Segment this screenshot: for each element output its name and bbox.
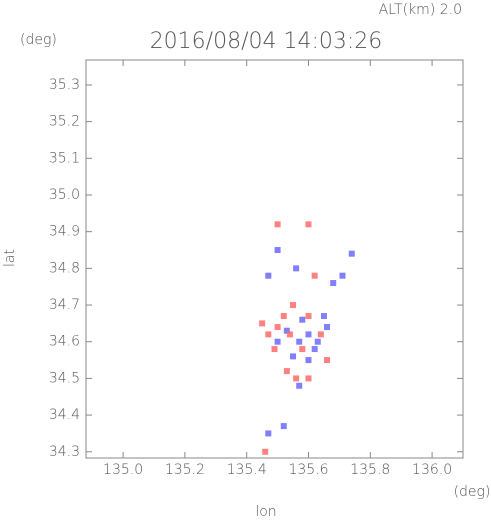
y-tick-label: 34.4 bbox=[49, 407, 80, 423]
data-point bbox=[296, 382, 303, 389]
data-point bbox=[296, 338, 303, 345]
data-point bbox=[290, 302, 297, 309]
data-point bbox=[283, 327, 290, 334]
data-point bbox=[299, 316, 306, 323]
y-tick-label: 34.9 bbox=[49, 224, 80, 240]
data-point bbox=[348, 250, 355, 257]
y-tick-label: 34.3 bbox=[49, 444, 80, 460]
data-point bbox=[274, 324, 281, 331]
data-point bbox=[324, 324, 331, 331]
data-point bbox=[330, 280, 337, 287]
data-point bbox=[283, 368, 290, 375]
x-tick-label: 136.0 bbox=[412, 462, 452, 478]
x-tick-label: 135.6 bbox=[288, 462, 328, 478]
data-point bbox=[299, 346, 306, 353]
data-point bbox=[286, 331, 293, 338]
x-axis-label: lon bbox=[255, 504, 276, 520]
data-point bbox=[271, 346, 278, 353]
y-axis-label: lat bbox=[2, 249, 18, 267]
data-point bbox=[280, 313, 287, 320]
data-point bbox=[320, 313, 327, 320]
y-tick-label: 34.8 bbox=[49, 260, 80, 276]
data-point bbox=[274, 247, 281, 254]
y-unit: (deg) bbox=[20, 32, 57, 48]
data-point bbox=[305, 331, 312, 338]
data-point bbox=[311, 272, 318, 279]
y-tick-label: 35.2 bbox=[49, 114, 80, 130]
data-point bbox=[305, 221, 312, 228]
data-point bbox=[265, 272, 272, 279]
data-point bbox=[274, 338, 281, 345]
data-point bbox=[317, 331, 324, 338]
data-point bbox=[265, 331, 272, 338]
data-point bbox=[305, 357, 312, 364]
data-point bbox=[290, 353, 297, 360]
data-point bbox=[259, 320, 266, 327]
y-tick-label: 34.6 bbox=[49, 334, 80, 350]
x-unit: (deg) bbox=[454, 484, 491, 500]
data-point bbox=[324, 357, 331, 364]
data-point bbox=[262, 448, 269, 455]
y-tick-label: 35.1 bbox=[49, 150, 80, 166]
x-tick-label: 135.8 bbox=[350, 462, 390, 478]
y-tick-label: 35.3 bbox=[49, 77, 80, 93]
plot-frame bbox=[85, 59, 464, 459]
x-tick-label: 135.0 bbox=[103, 462, 143, 478]
y-tick-label: 35.0 bbox=[49, 187, 80, 203]
x-tick-label: 135.4 bbox=[227, 462, 267, 478]
data-point bbox=[293, 265, 300, 272]
altitude-label: ALT(km) 2.0 bbox=[379, 2, 462, 18]
data-point bbox=[274, 221, 281, 228]
x-tick-label: 135.2 bbox=[165, 462, 205, 478]
data-point bbox=[314, 338, 321, 345]
data-point bbox=[305, 313, 312, 320]
data-point bbox=[339, 272, 346, 279]
data-point bbox=[265, 430, 272, 437]
chart-title: 2016/08/04 14:03:26 bbox=[150, 29, 383, 54]
data-point bbox=[305, 375, 312, 382]
y-tick-label: 34.7 bbox=[49, 297, 80, 313]
y-tick-label: 34.5 bbox=[49, 370, 80, 386]
data-point bbox=[280, 423, 287, 430]
data-point bbox=[311, 346, 318, 353]
data-point bbox=[293, 375, 300, 382]
